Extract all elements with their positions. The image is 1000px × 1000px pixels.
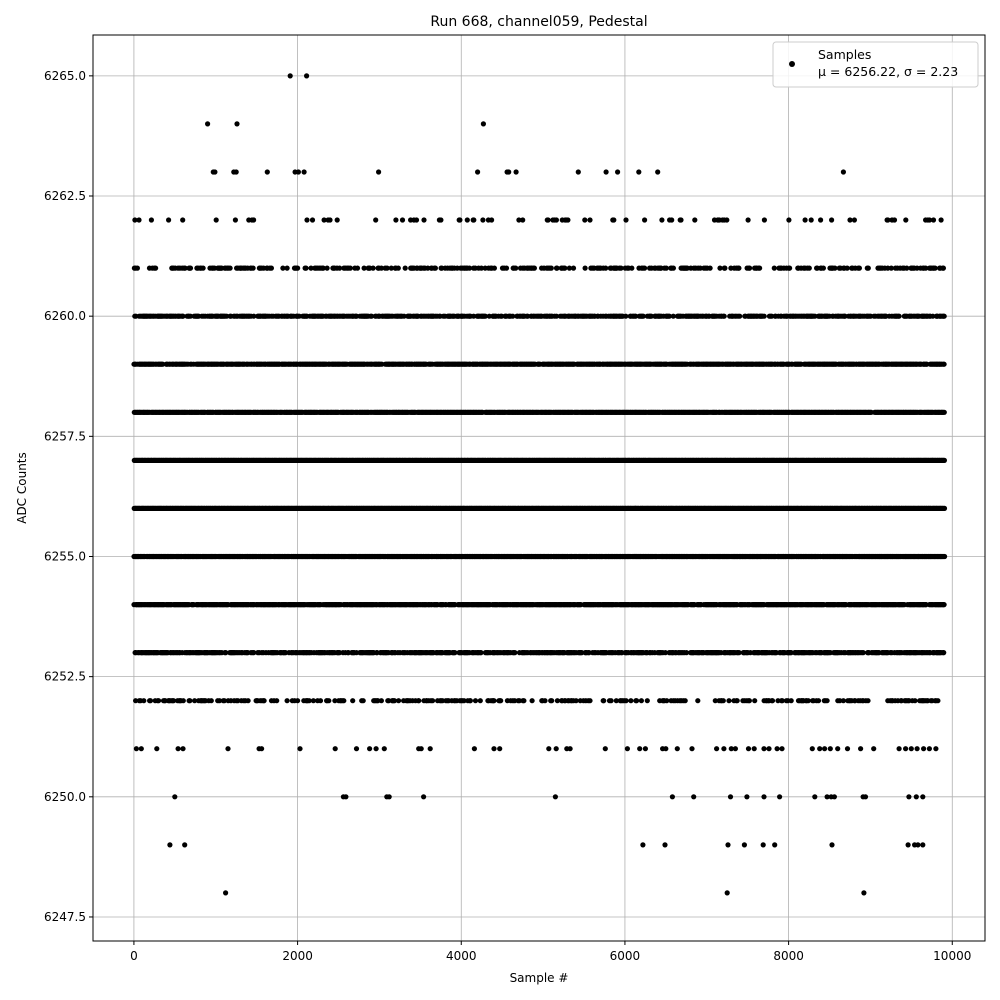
data-point — [554, 698, 561, 704]
data-point — [416, 698, 422, 704]
data-point — [912, 698, 918, 704]
data-point — [477, 698, 483, 704]
data-point — [261, 698, 267, 704]
data-point — [720, 698, 726, 704]
data-point — [805, 698, 811, 704]
data-point — [941, 650, 947, 656]
data-point — [644, 698, 650, 704]
data-point — [865, 698, 871, 704]
data-point — [837, 698, 843, 704]
data-point — [941, 457, 948, 463]
data-point — [317, 698, 324, 704]
data-point — [133, 698, 139, 704]
data-point — [350, 698, 356, 704]
data-point — [623, 698, 629, 704]
data-point — [391, 698, 398, 704]
data-point — [695, 698, 701, 704]
data-point — [284, 698, 290, 704]
data-point — [736, 650, 742, 656]
data-point — [491, 698, 497, 704]
data-point — [326, 698, 332, 704]
data-point — [187, 698, 193, 704]
data-point — [682, 698, 688, 704]
data-point — [746, 698, 753, 704]
data-point — [769, 698, 776, 704]
data-point — [638, 698, 645, 704]
data-point — [779, 698, 785, 704]
data-point — [452, 650, 458, 656]
data-point — [726, 698, 732, 704]
data-point — [734, 698, 740, 704]
data-point — [430, 698, 436, 704]
data-point — [683, 650, 690, 656]
data-point — [512, 650, 518, 656]
data-point — [461, 698, 467, 704]
data-point — [192, 698, 198, 704]
data-point — [860, 650, 866, 656]
data-point — [171, 698, 177, 704]
data-point — [824, 698, 830, 704]
data-point — [332, 698, 338, 704]
data-point — [180, 698, 186, 704]
data-point — [662, 650, 669, 656]
data-point — [156, 698, 162, 704]
data-point — [608, 698, 614, 704]
data-point — [251, 650, 257, 656]
data-point — [613, 698, 619, 704]
data-point — [295, 698, 301, 704]
data-point — [478, 650, 484, 656]
data-point — [341, 698, 347, 704]
data-point — [942, 553, 948, 560]
data-point — [378, 698, 384, 704]
data-point — [601, 698, 607, 704]
data-point — [306, 698, 312, 704]
data-point — [216, 698, 223, 704]
data-point — [310, 698, 316, 704]
data-point — [815, 698, 822, 704]
data-point — [542, 698, 548, 704]
data-point — [245, 698, 251, 704]
data-point — [208, 698, 214, 704]
data-point — [141, 698, 147, 704]
data-point — [628, 698, 634, 704]
data-point — [712, 698, 718, 704]
data-point — [573, 698, 579, 704]
data-point — [549, 698, 555, 704]
data-point — [274, 698, 280, 704]
data-point — [498, 698, 504, 704]
data-point — [941, 602, 947, 608]
data-point — [521, 698, 527, 704]
data-point — [752, 698, 758, 704]
data-point — [587, 698, 593, 704]
data-point — [788, 698, 794, 704]
data-point — [634, 698, 640, 704]
data-point — [472, 698, 479, 704]
data-points — [131, 73, 948, 896]
data-point — [360, 698, 366, 704]
data-point — [935, 698, 941, 704]
data-point — [467, 698, 473, 704]
data-point — [147, 698, 154, 704]
data-point — [223, 650, 229, 656]
data-point — [664, 698, 670, 704]
data-point — [529, 698, 535, 704]
data-point — [221, 698, 227, 704]
data-point — [396, 698, 402, 704]
data-point — [840, 698, 847, 704]
data-point — [941, 505, 948, 511]
